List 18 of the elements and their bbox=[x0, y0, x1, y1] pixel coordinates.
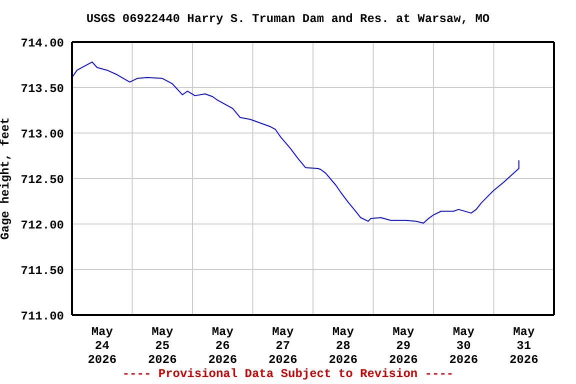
x-tick-label: May 24 2026 bbox=[88, 325, 117, 367]
y-tick-label: 714.00 bbox=[20, 36, 64, 50]
y-tick-label: 711.00 bbox=[20, 309, 64, 324]
x-tick-label: May 29 2026 bbox=[388, 325, 418, 367]
line-series bbox=[72, 62, 520, 224]
chart-title: USGS 06922440 Harry S. Truman Dam and Res. at Warsaw, MO bbox=[85, 12, 491, 26]
y-tick-label: 713.00 bbox=[20, 127, 64, 142]
x-tick-label: May 28 2026 bbox=[328, 325, 358, 367]
x-tick-label: May 27 2026 bbox=[268, 325, 298, 367]
y-tick-label: 712.00 bbox=[20, 218, 64, 232]
x-tick-label: May 26 2026 bbox=[208, 325, 238, 367]
y-tick-label: 712.50 bbox=[20, 172, 64, 187]
x-tick-label: May 30 2026 bbox=[449, 325, 478, 367]
x-tick-label: May 25 2026 bbox=[148, 325, 177, 367]
y-tick-label: 713.50 bbox=[20, 82, 64, 96]
y-tick-label: 711.50 bbox=[20, 264, 64, 278]
x-tick-label: May 31 2026 bbox=[509, 325, 538, 367]
text: ---- Provisional Data Subject to Revision ---- bbox=[121, 367, 455, 381]
